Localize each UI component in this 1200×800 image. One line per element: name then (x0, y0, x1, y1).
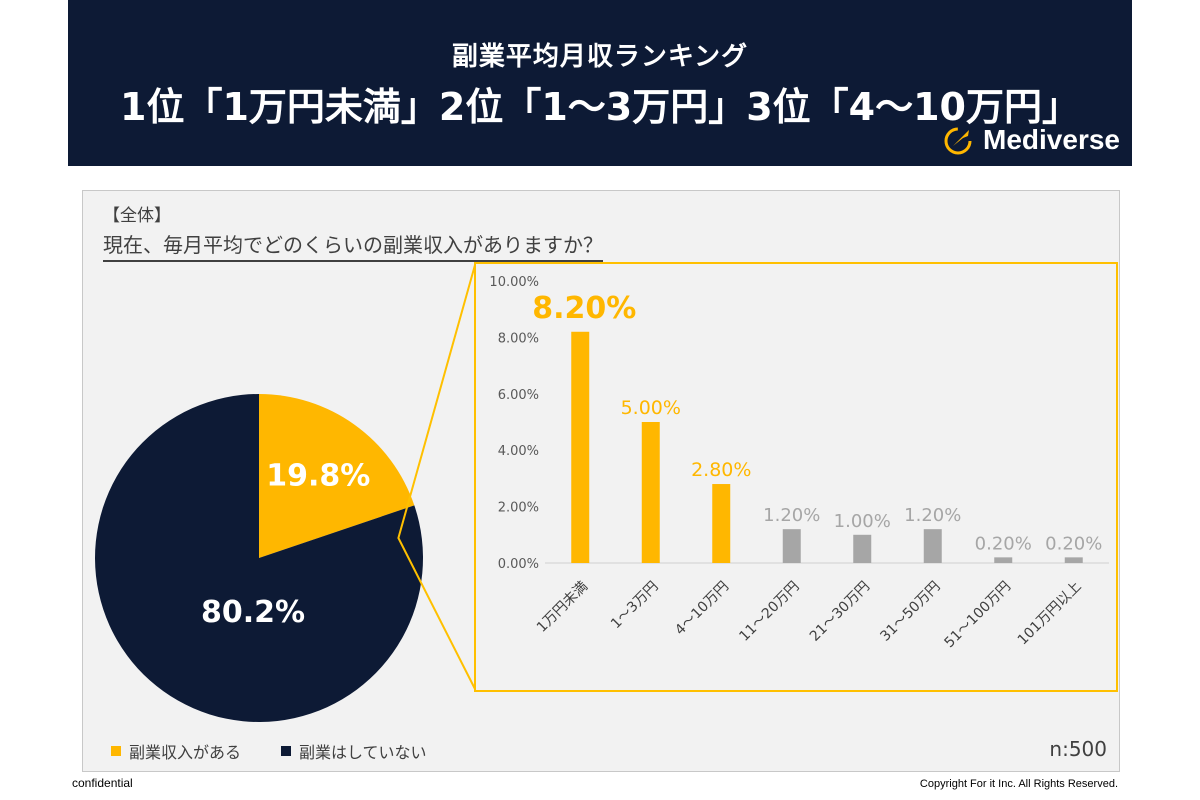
bar-3 (782, 529, 801, 563)
charts-canvas: 19.8% 80.2% 0.00% 2.00% 4.00% 6.00% 8.00% 10.0… (94, 262, 1118, 722)
sample-size: n:500 (1049, 737, 1107, 761)
legend-swatch (281, 746, 292, 756)
bar-5 (923, 529, 942, 563)
confidential-note: confidential (72, 776, 133, 790)
bar-value-label-5: 1.20% (904, 505, 961, 526)
bar-1 (641, 422, 660, 563)
bar-value-label-7: 0.20% (1045, 533, 1102, 554)
bar-value-label-3: 1.20% (763, 505, 820, 526)
pie-chart: 19.8% 80.2% (94, 394, 424, 722)
legend-label: 副業収入がある (129, 743, 242, 762)
bar-value-label-6: 0.20% (975, 533, 1032, 554)
y-tick-label: 0.00% (498, 557, 539, 572)
legend-item-has-income: 副業収入がある (111, 739, 241, 763)
bar-6 (994, 557, 1013, 563)
section-label: 【全体】 (103, 206, 171, 226)
bar-chart: 0.00%2.00%4.00%6.00%8.00%10.00%8.20%1万円未… (397, 262, 1118, 692)
bar-value-label-2: 2.80% (691, 459, 751, 481)
brand-name: Mediverse (983, 124, 1120, 155)
legend-swatch (111, 746, 121, 756)
title-line-2: 1位「1万円未満」2位「1～3万円」3位「4～10万円」 (120, 85, 1080, 129)
legend-item-no-side-job: 副業はしていない (281, 739, 427, 763)
bar-4 (853, 534, 872, 563)
bar-2 (712, 484, 731, 563)
pie-label-1: 80.2% (201, 595, 305, 630)
y-tick-label: 2.00% (498, 501, 539, 516)
y-tick-label: 4.00% (498, 444, 539, 459)
brand-logo: Mediverse (943, 122, 1120, 158)
legend-label: 副業はしていない (299, 743, 427, 762)
bar-7 (1064, 557, 1083, 563)
pie-label-0: 19.8% (266, 458, 370, 493)
pie-legend: 副業収入がある 副業はしていない (111, 739, 467, 763)
copyright-note: Copyright For it Inc. All Rights Reserve… (919, 778, 1118, 790)
y-tick-label: 8.00% (498, 331, 539, 346)
title-line-1: 副業平均月収ランキング (451, 42, 749, 72)
y-tick-label: 6.00% (498, 388, 539, 403)
infographic: 副業平均月収ランキング 1位「1万円未満」2位「1～3万円」3位「4～10万円」… (68, 0, 1132, 800)
chart-panel: 【全体】 現在、毎月平均でどのくらいの副業収入がありますか？ 19.8% 80.2… (82, 190, 1120, 772)
pie-slice-1 (94, 394, 424, 722)
rocket-icon (944, 127, 972, 155)
pie-slice-0 (259, 394, 415, 558)
bar-value-label-0: 8.20% (532, 291, 636, 326)
y-tick-label: 10.00% (489, 275, 539, 290)
callout-connector (397, 264, 476, 690)
bar-value-label-1: 5.00% (621, 397, 681, 419)
bar-0 (571, 331, 590, 563)
bar-value-label-4: 1.00% (834, 511, 891, 532)
survey-question: 現在、毎月平均でどのくらいの副業収入がありますか？ (103, 229, 603, 262)
header-banner: 副業平均月収ランキング 1位「1万円未満」2位「1～3万円」3位「4～10万円」… (68, 0, 1132, 166)
